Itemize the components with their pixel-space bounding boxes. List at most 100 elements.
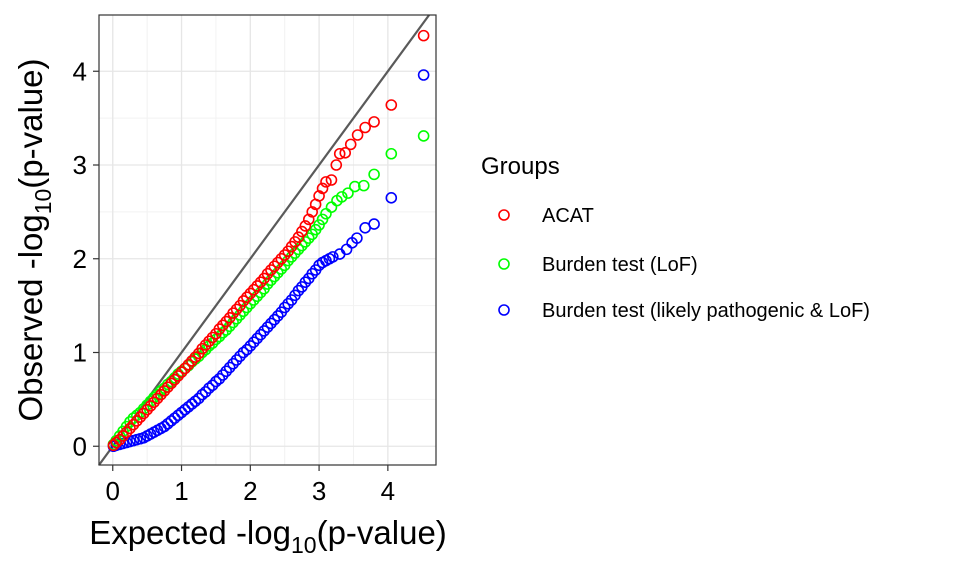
data-point [335, 191, 348, 203]
x-axis-title: Expected -log10(p-value) [89, 514, 447, 558]
data-point [172, 370, 184, 382]
data-point [351, 232, 363, 244]
data-point [320, 176, 332, 188]
data-point [179, 362, 191, 375]
data-point [254, 328, 267, 341]
legend-label: ACAT [542, 205, 594, 227]
data-point [282, 297, 294, 310]
data-point [417, 130, 430, 142]
legend-title: Groups [481, 153, 560, 180]
data-point [241, 291, 253, 303]
data-point [306, 267, 319, 280]
data-point [213, 330, 226, 343]
data-point [189, 351, 202, 363]
data-point [359, 121, 371, 134]
data-points [107, 29, 430, 453]
data-point [268, 260, 281, 273]
data-point [265, 317, 277, 330]
data-point [351, 129, 364, 141]
data-point [368, 116, 380, 128]
data-point [158, 385, 171, 397]
data-point [203, 382, 215, 394]
legend-key [498, 258, 510, 270]
x-axis: 0 1 2 3 4 [106, 465, 395, 506]
legend: Groups ACAT Burden test (LoF) Burden test … [481, 153, 870, 322]
data-point [247, 336, 260, 348]
data-point [261, 321, 274, 333]
y-axis-title: Observed -log10(p-value) [12, 58, 56, 421]
data-point [148, 396, 160, 408]
y-axis: 0 1 2 3 4 [73, 56, 99, 461]
data-point [113, 433, 126, 446]
data-point [385, 99, 398, 111]
plot-panel [98, 14, 437, 466]
data-point [296, 225, 308, 238]
data-point [199, 339, 212, 351]
data-point [165, 415, 178, 427]
data-point [127, 418, 140, 431]
data-point [316, 213, 329, 226]
data-point [342, 187, 354, 199]
data-point [124, 416, 136, 428]
data-point [189, 395, 202, 408]
data-point [327, 251, 339, 263]
data-point [175, 406, 188, 419]
data-point [316, 182, 329, 195]
data-point [216, 327, 229, 339]
data-point [272, 310, 284, 322]
data-point [244, 287, 257, 300]
data-point [237, 295, 250, 307]
data-point [272, 256, 284, 269]
data-point [206, 331, 219, 344]
legend-label: Burden test (LoF) [542, 254, 698, 276]
data-point [161, 417, 174, 430]
reference-line [98, 14, 431, 466]
data-point [299, 220, 312, 232]
data-point [216, 369, 229, 381]
data-point [210, 375, 222, 388]
data-point [186, 355, 198, 367]
data-point [161, 381, 174, 393]
data-point [344, 138, 357, 151]
data-point [158, 420, 171, 433]
data-point [230, 354, 243, 366]
data-point [258, 325, 270, 337]
data-point [292, 231, 305, 243]
data-point [213, 323, 226, 335]
data-point [196, 388, 208, 401]
data-point [268, 313, 281, 326]
legend-key [498, 304, 510, 316]
data-point [144, 400, 157, 412]
data-point [368, 218, 380, 230]
y-tick-label: 4 [73, 56, 87, 86]
data-point [165, 377, 178, 390]
data-point [137, 407, 150, 420]
data-point [349, 180, 361, 193]
data-point [237, 346, 250, 359]
data-point [299, 276, 312, 288]
legend-label: Burden test (likely pathogenic & LoF) [542, 300, 870, 322]
y-tick-label: 2 [73, 244, 87, 274]
data-point [227, 357, 239, 370]
y-tick-label: 3 [73, 150, 87, 180]
data-point [223, 361, 236, 374]
data-point [179, 403, 191, 416]
grid-lines [99, 15, 436, 465]
data-point [175, 366, 188, 378]
data-point [117, 430, 129, 442]
data-point [192, 392, 205, 405]
data-point [254, 276, 267, 288]
data-point [261, 267, 274, 280]
data-point [368, 168, 380, 181]
data-point [251, 332, 263, 345]
panel-border [98, 14, 437, 466]
data-point [325, 174, 338, 186]
data-point [230, 303, 243, 316]
data-point [220, 365, 233, 378]
data-point [213, 372, 226, 385]
data-point [227, 307, 239, 319]
data-point [385, 147, 398, 160]
data-point [182, 401, 195, 413]
data-point [216, 319, 229, 332]
data-point [417, 69, 430, 81]
